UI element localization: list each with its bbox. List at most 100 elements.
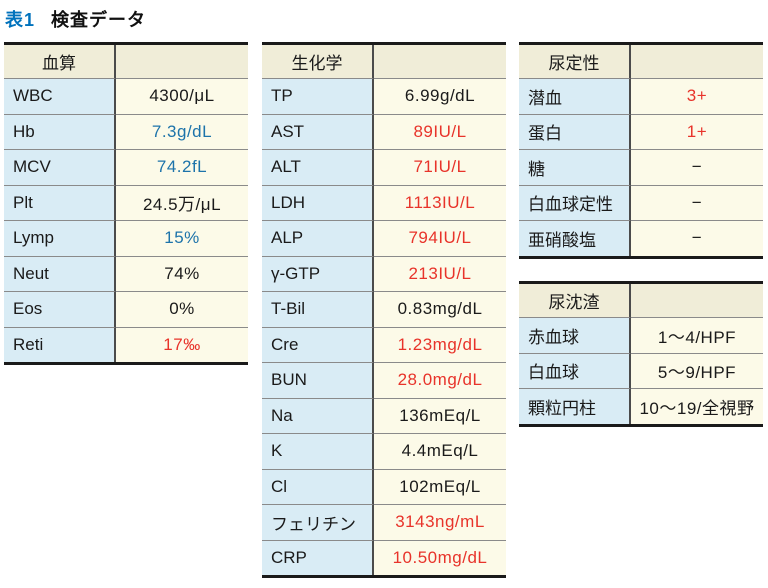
row-label: Cl: [262, 468, 374, 504]
row-value: 10〜19/全視野: [631, 388, 763, 424]
table-header-spacer: [116, 45, 248, 78]
row-value: 28.0mg/dL: [374, 362, 506, 398]
table-row: ALP 794IU/L: [262, 220, 506, 256]
table-header-row: 生化学: [262, 45, 506, 78]
row-value: 102mEq/L: [374, 468, 506, 504]
table-row: 潜血 3+: [519, 78, 763, 114]
row-value: 136mEq/L: [374, 397, 506, 433]
row-value: 74%: [116, 255, 248, 291]
table-row: BUN 28.0mg/dL: [262, 362, 506, 398]
row-value: 1〜4/HPF: [631, 317, 763, 353]
row-value: 15%: [116, 220, 248, 256]
table-row: Lymp 15%: [4, 220, 248, 256]
table-row: LDH 1113IU/L: [262, 184, 506, 220]
table-row: CRP 10.50mg/dL: [262, 539, 506, 575]
table-header-row: 血算: [4, 45, 248, 78]
table-row: Neut 74%: [4, 255, 248, 291]
row-label: TP: [262, 78, 374, 114]
table-header-title: 尿沈渣: [519, 284, 631, 317]
row-label: BUN: [262, 362, 374, 398]
row-label: WBC: [4, 78, 116, 114]
row-label: MCV: [4, 149, 116, 185]
row-label: ALT: [262, 149, 374, 185]
row-value: 4300/μL: [116, 78, 248, 114]
row-value: 6.99g/dL: [374, 78, 506, 114]
table-row: TP 6.99g/dL: [262, 78, 506, 114]
table-cbc: 血算 WBC 4300/μL Hb 7.3g/dL MCV 74.2fL Plt 24.5万/μ…: [4, 42, 248, 365]
row-label: Neut: [4, 255, 116, 291]
row-label: 白血球: [519, 352, 631, 388]
row-value: 74.2fL: [116, 149, 248, 185]
table-row: γ-GTP 213IU/L: [262, 255, 506, 291]
table-row: Na 136mEq/L: [262, 397, 506, 433]
table-urine-qualitative: 尿定性 潜血 3+ 蛋白 1+ 糖 − 白血球定性 − 亜硝酸塩 −: [519, 42, 763, 259]
row-label: Na: [262, 397, 374, 433]
row-value: 0.83mg/dL: [374, 291, 506, 327]
table-row: Reti 17‰: [4, 326, 248, 362]
row-label: T-Bil: [262, 291, 374, 327]
row-value: 24.5万/μL: [116, 184, 248, 220]
row-value: −: [631, 149, 763, 185]
row-label: AST: [262, 113, 374, 149]
table-row: Cl 102mEq/L: [262, 468, 506, 504]
table-row: 糖 −: [519, 149, 763, 185]
row-label: Lymp: [4, 220, 116, 256]
table-row: Hb 7.3g/dL: [4, 113, 248, 149]
row-value: −: [631, 184, 763, 220]
table-urine-sediment: 尿沈渣 赤血球 1〜4/HPF 白血球 5〜9/HPF 顆粒円柱 10〜19/全視野: [519, 281, 763, 427]
table-header-title: 尿定性: [519, 45, 631, 78]
table-caption: 表1 検査データ: [5, 8, 146, 32]
row-label: Reti: [4, 326, 116, 362]
table-row: Plt 24.5万/μL: [4, 184, 248, 220]
row-label: 白血球定性: [519, 184, 631, 220]
table-row: MCV 74.2fL: [4, 149, 248, 185]
row-value: 4.4mEq/L: [374, 433, 506, 469]
table-row: 赤血球 1〜4/HPF: [519, 317, 763, 353]
table-row: 蛋白 1+: [519, 113, 763, 149]
row-label: Cre: [262, 326, 374, 362]
row-label: LDH: [262, 184, 374, 220]
table-row: 亜硝酸塩 −: [519, 220, 763, 256]
row-value: 71IU/L: [374, 149, 506, 185]
row-label: γ-GTP: [262, 255, 374, 291]
row-label: 潜血: [519, 78, 631, 114]
table-row: 白血球 5〜9/HPF: [519, 352, 763, 388]
table-row: K 4.4mEq/L: [262, 433, 506, 469]
row-label: 蛋白: [519, 113, 631, 149]
row-value: 17‰: [116, 326, 248, 362]
table-row: Eos 0%: [4, 291, 248, 327]
row-label: Hb: [4, 113, 116, 149]
row-value: −: [631, 220, 763, 256]
table-row: フェリチン 3143ng/mL: [262, 504, 506, 540]
table-row: Cre 1.23mg/dL: [262, 326, 506, 362]
row-value: 3+: [631, 78, 763, 114]
table-row: ALT 71IU/L: [262, 149, 506, 185]
row-label: フェリチン: [262, 504, 374, 540]
row-value: 1113IU/L: [374, 184, 506, 220]
table-caption-title: 検査データ: [51, 10, 147, 30]
row-label: 亜硝酸塩: [519, 220, 631, 256]
table-row: 顆粒円柱 10〜19/全視野: [519, 388, 763, 424]
table-biochemistry: 生化学 TP 6.99g/dL AST 89IU/L ALT 71IU/L LDH 1113IU…: [262, 42, 506, 578]
table-header-title: 生化学: [262, 45, 374, 78]
row-label: CRP: [262, 539, 374, 575]
row-value: 7.3g/dL: [116, 113, 248, 149]
row-value: 3143ng/mL: [374, 504, 506, 540]
table-header-spacer: [631, 45, 763, 78]
table-row: 白血球定性 −: [519, 184, 763, 220]
table-header-spacer: [374, 45, 506, 78]
table-caption-number: 表1: [5, 10, 36, 30]
table-header-spacer: [631, 284, 763, 317]
table-header-row: 尿沈渣: [519, 284, 763, 317]
row-label: Plt: [4, 184, 116, 220]
row-label: 顆粒円柱: [519, 388, 631, 424]
table-header-title: 血算: [4, 45, 116, 78]
row-label: Eos: [4, 291, 116, 327]
row-label: 赤血球: [519, 317, 631, 353]
row-value: 1+: [631, 113, 763, 149]
row-value: 10.50mg/dL: [374, 539, 506, 575]
row-value: 0%: [116, 291, 248, 327]
row-label: ALP: [262, 220, 374, 256]
row-value: 794IU/L: [374, 220, 506, 256]
